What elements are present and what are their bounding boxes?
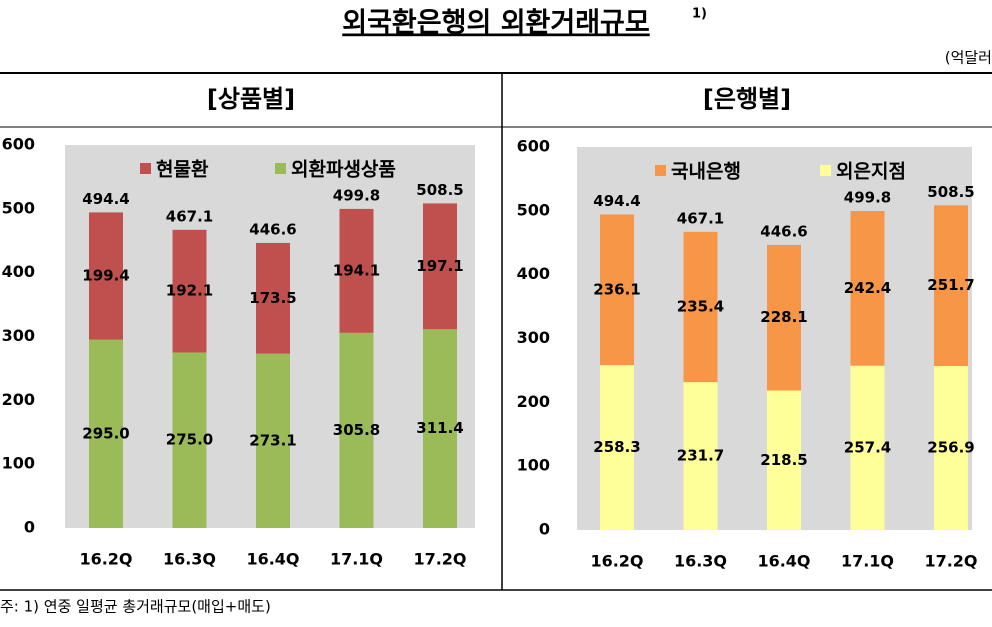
total-label: 494.4 [593, 192, 640, 210]
data-label: 194.1 [333, 261, 380, 279]
bar-segment [172, 352, 207, 528]
bar-segment [423, 329, 457, 528]
x-tick-label: 16.2Q [79, 550, 132, 569]
data-label: 197.1 [416, 257, 463, 275]
data-label: 173.5 [249, 289, 296, 307]
x-tick-label: 16.4Q [757, 552, 810, 571]
data-label: 305.8 [333, 421, 380, 439]
data-label: 275.0 [166, 431, 213, 449]
legend-label: 국내은행 [671, 161, 741, 183]
data-label: 256.9 [927, 439, 974, 457]
bar-segment [600, 365, 634, 530]
panel-title: [은행별] [703, 85, 791, 113]
data-label: 273.1 [249, 431, 296, 449]
y-tick-label: 600 [2, 135, 35, 154]
data-label: 295.0 [82, 424, 129, 442]
data-label: 311.4 [416, 419, 463, 437]
y-tick-label: 600 [517, 137, 550, 156]
x-tick-label: 17.2Q [413, 550, 466, 569]
total-label: 508.5 [416, 181, 463, 199]
data-label: 218.5 [760, 451, 807, 469]
total-label: 499.8 [333, 186, 380, 204]
total-label: 467.1 [677, 209, 724, 227]
total-label: 446.6 [760, 222, 807, 240]
bar-segment [89, 212, 123, 340]
data-label: 228.1 [760, 308, 807, 326]
y-tick-label: 300 [2, 326, 35, 345]
data-label: 257.4 [844, 438, 891, 456]
bar-segment [850, 210, 885, 366]
x-tick-label: 16.2Q [590, 552, 643, 571]
bar-segment [339, 332, 374, 528]
total-label: 446.6 [249, 220, 296, 238]
legend-swatch [275, 163, 286, 174]
legend-swatch [820, 165, 831, 176]
total-label: 508.5 [927, 183, 974, 201]
y-tick-label: 500 [2, 198, 35, 217]
y-tick-label: 0 [539, 520, 550, 539]
data-label: 251.7 [927, 276, 974, 294]
y-tick-label: 100 [517, 456, 550, 475]
legend-label: 현물환 [156, 159, 209, 181]
bar-segment [683, 231, 718, 383]
x-tick-label: 17.1Q [841, 552, 894, 571]
bar-segment [850, 365, 885, 530]
footnote: 주: 1) 연중 일평균 총거래규모(매입+매도) [0, 598, 271, 616]
bar-segment [683, 382, 718, 530]
bar-segment [767, 244, 801, 391]
y-tick-label: 200 [2, 390, 35, 409]
legend-label: 외은지점 [836, 161, 906, 183]
bar-segment [256, 242, 290, 354]
total-label: 499.8 [844, 188, 891, 206]
x-tick-label: 17.2Q [924, 552, 977, 571]
bar-segment [172, 229, 207, 353]
data-label: 199.4 [82, 267, 129, 285]
y-tick-label: 100 [2, 454, 35, 473]
panel-title: [상품별] [207, 85, 295, 113]
y-tick-label: 200 [517, 392, 550, 411]
unit-label: (억달러 [945, 49, 992, 67]
page-title: 외국환은행의 외환거래규모 [342, 8, 649, 39]
y-tick-label: 300 [517, 328, 550, 347]
y-tick-label: 500 [517, 200, 550, 219]
total-label: 467.1 [166, 207, 213, 225]
bar-segment [934, 205, 968, 367]
data-label: 192.1 [166, 282, 213, 300]
data-label: 231.7 [677, 447, 724, 465]
bar-segment [934, 366, 968, 530]
bar-segment [600, 214, 634, 366]
bar-segment [256, 353, 290, 528]
data-label: 258.3 [593, 438, 640, 456]
x-tick-label: 16.3Q [674, 552, 727, 571]
title-note: 1) [692, 7, 707, 22]
bar-segment [767, 390, 801, 530]
bar-segment [89, 339, 123, 528]
total-label: 494.4 [82, 190, 129, 208]
legend-swatch [655, 165, 666, 176]
data-label: 236.1 [593, 280, 640, 298]
y-tick-label: 400 [2, 262, 35, 281]
y-tick-label: 400 [517, 264, 550, 283]
bar-segment [423, 203, 457, 330]
y-tick-label: 0 [24, 518, 35, 537]
legend-swatch [140, 163, 151, 174]
data-label: 242.4 [844, 279, 891, 297]
legend-label: 외환파생상품 [291, 159, 396, 181]
data-label: 235.4 [677, 297, 724, 315]
bar-segment [339, 208, 374, 333]
x-tick-label: 16.4Q [246, 550, 299, 569]
x-tick-label: 17.1Q [330, 550, 383, 569]
x-tick-label: 16.3Q [163, 550, 216, 569]
